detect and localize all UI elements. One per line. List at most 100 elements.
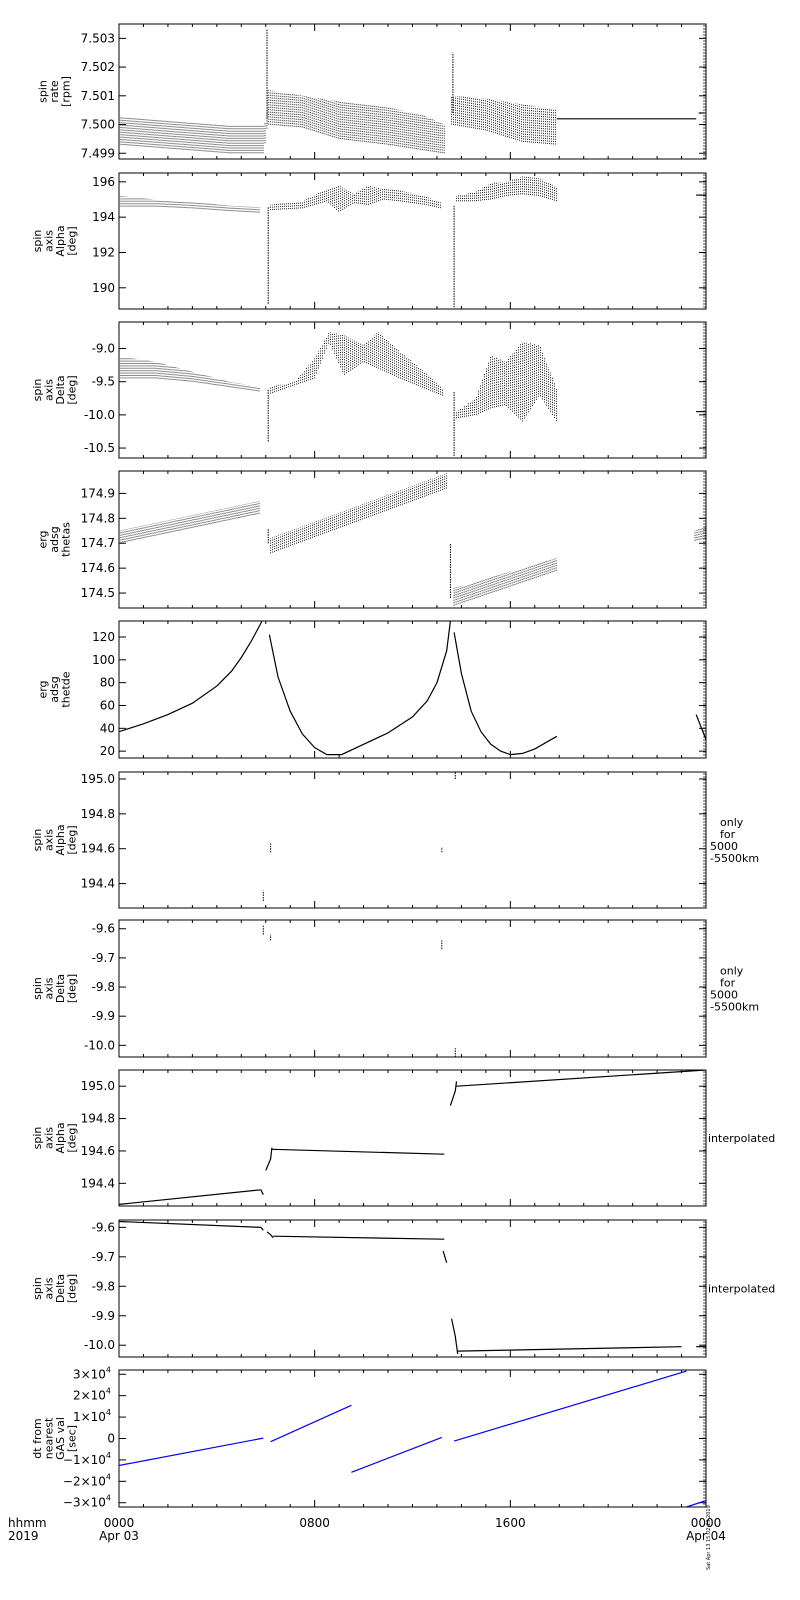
y-tick-label: 174.7 (81, 536, 115, 550)
y-tick-label: 192 (92, 245, 115, 259)
y-axis-label: spinaxisAlpha[deg] (31, 225, 79, 256)
y-tick-label: 194.6 (81, 1144, 115, 1158)
y-tick-label: -9.6 (92, 1220, 115, 1234)
y-tick-label: 7.501 (81, 89, 115, 103)
data-line-series-4 (273, 1235, 445, 1240)
y-axis-label: ergadsgthetas (37, 522, 73, 557)
data-band-series-1 (119, 196, 260, 213)
x-tick-label: 0800 (299, 1516, 330, 1530)
panel-frame (118, 771, 707, 909)
y-tick-label: -10.0 (84, 1338, 115, 1352)
right-note: only for 5000 -5500km (710, 816, 759, 865)
bottom-time-axis: hhmm 2019 0000 Apr 03 0800 1600 0000 Apr 04 (8, 1516, 726, 1543)
y-tick-label: 3×104 (73, 1365, 111, 1381)
data-line-series-1 (119, 1437, 264, 1467)
panel-data (119, 176, 706, 308)
right-note: interpolated (708, 1283, 775, 1296)
y-tick-label: -10.0 (84, 408, 115, 422)
data-band-series-6 (694, 526, 706, 541)
panel-data (119, 1070, 706, 1205)
data-line-series-5 (686, 1500, 706, 1507)
y-axis-label: spinaxisAlpha[deg] (31, 1122, 79, 1153)
y-tick-label: 194.8 (81, 807, 115, 821)
y-axis-label: spinrate[rpm] (37, 76, 73, 107)
panel-2: 190 192 194 196 spinaxisAlpha[deg] (31, 172, 707, 310)
data-line-series-3 (453, 632, 558, 756)
data-line-series-2 (268, 621, 451, 756)
data-band-series-2 (270, 473, 448, 554)
data-line-series-4 (453, 1370, 687, 1442)
y-tick-label: 194.6 (81, 842, 115, 856)
panel-5: 20 40 60 80 100 120 ergadsgthetde (37, 620, 707, 759)
y-tick-label: 174.6 (81, 561, 115, 575)
panel-data (119, 29, 705, 154)
creation-stamp: Sat Apr 13 15:02:23 2019 (706, 1505, 712, 1570)
panel-data (119, 1370, 706, 1507)
y-tick-label: -9.7 (92, 1250, 115, 1264)
y-tick-label: 194 (92, 210, 115, 224)
y-tick-label: 190 (92, 281, 115, 295)
y-tick-label: 40 (100, 721, 115, 735)
data-line-series-6 (456, 1070, 706, 1087)
data-band-series-1 (119, 501, 260, 544)
y-tick-label: -10.5 (84, 441, 115, 455)
y-tick-label: -10.0 (84, 1038, 115, 1052)
y-tick-label: 60 (100, 698, 115, 712)
data-line-series-7 (457, 1346, 682, 1352)
panel-frame (118, 470, 707, 609)
data-band-series-2 (267, 90, 445, 154)
y-tick-label: 195.0 (81, 772, 115, 786)
data-line-series-3 (265, 1147, 273, 1171)
panel-frame (118, 321, 707, 459)
data-line-series-1 (119, 621, 263, 733)
y-tick-label: 194.8 (81, 1112, 115, 1126)
panel-10: 3×104 2×104 1×104 0 −1×104 −2×104 −3×104 dt fro… (31, 1365, 707, 1510)
x-tick-label: 1600 (495, 1516, 526, 1530)
right-note: interpolated (708, 1132, 775, 1145)
y-tick-label: 194.4 (81, 1176, 115, 1190)
y-tick-label: 80 (100, 676, 115, 690)
y-tick-label: -9.8 (92, 980, 115, 994)
y-tick-label: 100 (92, 653, 115, 667)
panel-frame (118, 1219, 707, 1358)
panel-data (262, 925, 456, 1057)
panel-7: -9.6 -9.7 -9.8 -9.9 -10.0 spinaxisDelta[deg] o… (31, 919, 759, 1058)
y-tick-label: -9.8 (92, 1279, 115, 1293)
panel-9: -9.6 -9.7 -9.8 -9.9 -10.0 spinaxisDelta[deg] i… (31, 1219, 775, 1358)
data-line-series-6 (451, 1318, 459, 1355)
y-tick-label: 7.500 (81, 118, 115, 132)
y-tick-label: 120 (92, 630, 115, 644)
panel-1: 7.499 7.500 7.501 7.502 7.503 spinrate[rpm] (37, 23, 707, 160)
y-axis-label: spinaxisAlpha[deg] (31, 824, 79, 855)
y-tick-label: -9.9 (92, 1009, 115, 1023)
data-band-series-2 (270, 332, 444, 396)
y-tick-label: 0 (107, 1432, 115, 1446)
data-line-series-2 (270, 1404, 352, 1443)
panel-6: 194.4 194.6 194.8 195.0 spinaxisAlpha[deg] on… (31, 771, 759, 909)
panel-8: 194.4 194.6 194.8 195.0 spinaxisAlpha[deg] in… (31, 1069, 775, 1207)
data-line-series-1 (119, 1220, 261, 1228)
x-tick-label: 0000 Apr 03 (99, 1516, 139, 1543)
y-tick-label: −1×104 (63, 1451, 111, 1467)
data-band-series-3 (456, 341, 557, 422)
data-band-series-3 (456, 176, 557, 202)
panel-frame (118, 1069, 707, 1207)
y-tick-label: 174.9 (81, 486, 115, 500)
data-line-series-1 (119, 1189, 261, 1205)
y-tick-label: -9.9 (92, 1309, 115, 1323)
y-tick-label: −2×104 (63, 1472, 111, 1488)
y-axis-label: spinaxisDelta[deg] (31, 1274, 79, 1303)
panel-data (119, 1220, 706, 1355)
panel-frame (118, 919, 707, 1058)
data-band-series-3 (453, 558, 557, 606)
data-band-series-1 (119, 356, 260, 392)
data-band-series-2 (270, 185, 442, 212)
y-tick-label: 1×104 (73, 1408, 111, 1424)
x-tick-label: 0000 Apr 04 (686, 1516, 726, 1543)
y-tick-label: -9.0 (92, 342, 115, 356)
y-tick-label: −3×104 (63, 1494, 111, 1510)
data-line-series-4 (695, 714, 706, 740)
data-line-series-4 (271, 1148, 445, 1155)
data-band-series-1 (119, 111, 268, 154)
y-axis-label: ergadsgthetde (37, 671, 73, 707)
